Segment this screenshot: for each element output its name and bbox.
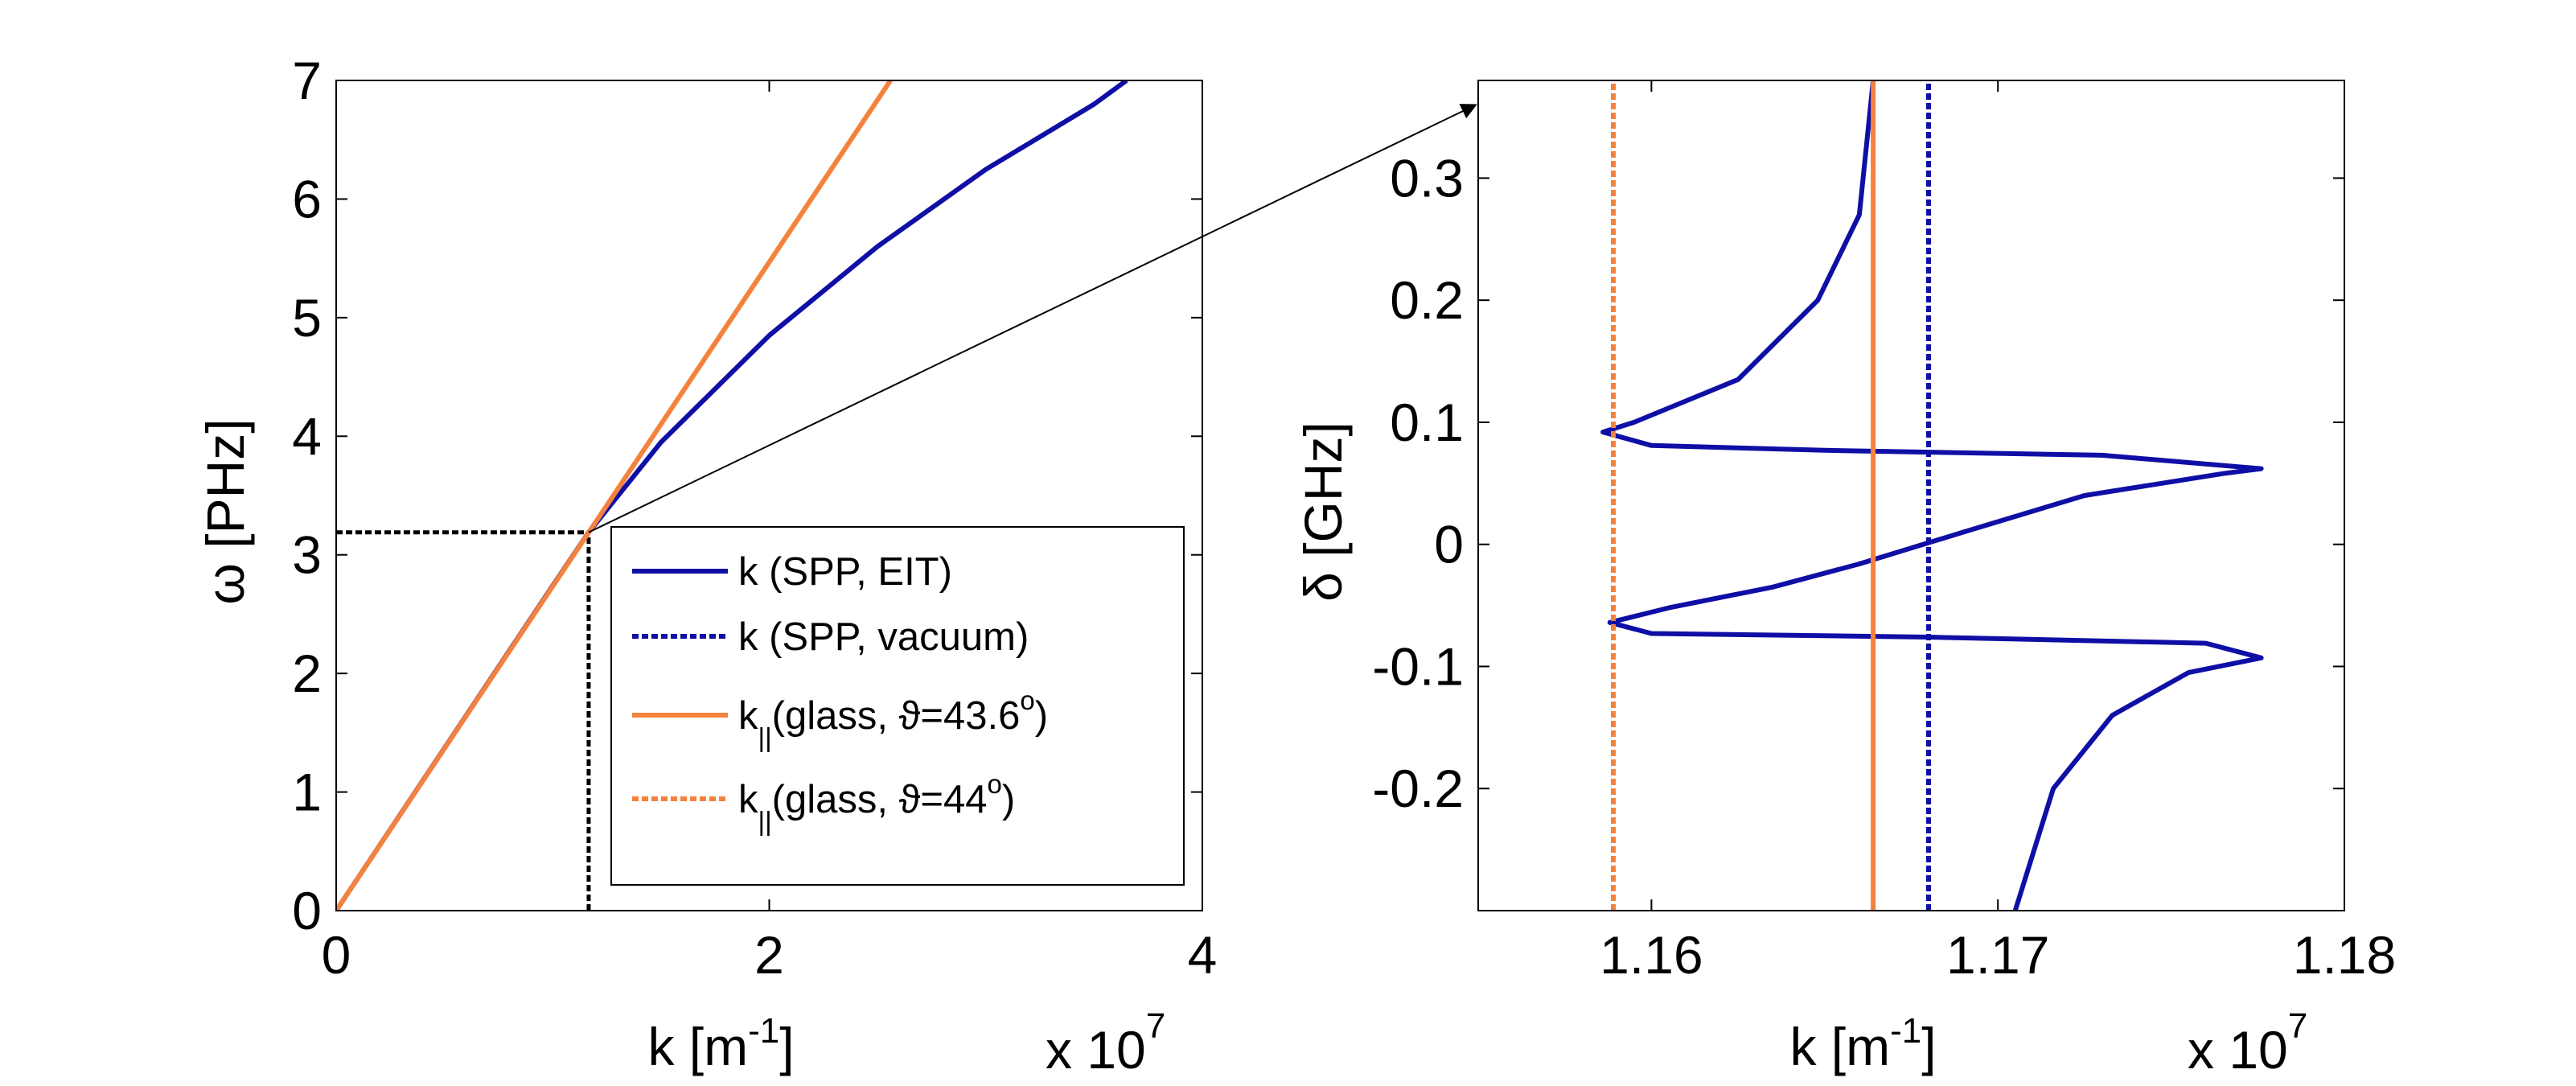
legend-label-superscript: o — [988, 769, 1002, 799]
x-scale-label: x 107 — [2188, 1006, 2307, 1080]
legend-label-superscript: o — [1020, 685, 1034, 715]
plot-frame — [1477, 80, 2345, 911]
right-chart-detuning: 1.16 1.17 1.18 -0.2 -0.1 0 0.1 0.2 0.3 k [m-1] x 1… — [1293, 80, 2396, 1080]
y-tick-label: -0.1 — [1372, 636, 1464, 696]
series-group — [1600, 80, 2264, 911]
legend-label-main: k — [738, 778, 758, 821]
legend-label: k (SPP, vacuum) — [738, 615, 1029, 659]
x-axis-label-main: k [m — [1789, 1017, 1890, 1076]
y-tick-label: 2 — [292, 644, 322, 703]
legend-label-subscript: || — [758, 722, 772, 752]
x-axis-label-main: k [m — [647, 1017, 748, 1076]
x-axis-label-exponent: -1 — [1890, 1011, 1921, 1051]
y-tick-label: 3 — [292, 525, 322, 585]
x-scale-base: x 10 — [2188, 1020, 2288, 1080]
y-tick-label: 0 — [292, 881, 322, 940]
y-tick-label: 5 — [292, 288, 322, 348]
legend-label-tail: (glass, ϑ=44 — [772, 778, 988, 821]
legend-entry: k (SPP, EIT) — [632, 550, 952, 594]
series-group — [336, 80, 1128, 911]
x-axis-label: k [m-1] — [647, 1011, 794, 1076]
zoom-arrow-0 — [588, 104, 1477, 533]
legend-box — [610, 526, 1185, 886]
y-tick-label: -0.2 — [1372, 759, 1464, 818]
x-scale-label: x 107 — [1046, 1006, 1165, 1080]
y-axis-label: δ [GHz] — [1293, 422, 1353, 602]
legend-label: k (SPP, EIT) — [738, 550, 952, 594]
x-tick-label: 1.16 — [1600, 925, 1703, 985]
x-axis-label-close: ] — [1921, 1017, 1936, 1076]
legend-entry: k||(glass, ϑ=43.6o) — [632, 685, 1048, 752]
legend-label: k||(glass, ϑ=43.6o) — [738, 685, 1048, 752]
x-axis-label-exponent: -1 — [748, 1011, 779, 1051]
legend-label-subscript: || — [758, 806, 772, 836]
y-tick-label: 4 — [292, 406, 322, 466]
x-scale-exponent: 7 — [1146, 1006, 1165, 1046]
legend-entry: k (SPP, vacuum) — [632, 615, 1029, 659]
y-tick-label: 0 — [1434, 515, 1464, 574]
y-tick-label: 7 — [292, 51, 322, 110]
y-axis-label: ω [PHz] — [195, 418, 255, 604]
x-tick-label: 2 — [754, 925, 784, 985]
y-tick-label: 0.2 — [1390, 270, 1464, 330]
x-tick-label: 0 — [322, 925, 351, 985]
x-axis-label-close: ] — [779, 1017, 794, 1076]
legend-label: k||(glass, ϑ=44o) — [738, 769, 1015, 836]
y-tick-label: 1 — [292, 763, 322, 822]
legend-entry: k||(glass, ϑ=44o) — [632, 769, 1015, 836]
series-line-0 — [1600, 80, 2264, 911]
legend-label-main: k (SPP, vacuum) — [738, 615, 1029, 659]
x-axis-label: k [m-1] — [1789, 1011, 1936, 1076]
x-tick-label: 1.17 — [1946, 925, 2049, 985]
legend: k (SPP, EIT)k (SPP, vacuum)k||(glass, ϑ=… — [610, 526, 1185, 886]
legend-label-main: k (SPP, EIT) — [738, 550, 952, 594]
series-line-1 — [336, 80, 893, 911]
x-scale-base: x 10 — [1046, 1020, 1146, 1080]
y-tick-label: 0.1 — [1390, 393, 1464, 452]
x-scale-exponent: 7 — [2288, 1006, 2307, 1046]
legend-label-main: k — [738, 694, 758, 738]
y-tick-label: 6 — [292, 169, 322, 228]
legend-label-close: ) — [1035, 694, 1048, 738]
y-tick-label: 0.3 — [1390, 148, 1464, 208]
legend-label-tail: (glass, ϑ=43.6 — [772, 694, 1021, 738]
x-tick-label: 4 — [1188, 925, 1218, 985]
zoom-arrow-layer — [588, 104, 1477, 533]
legend-label-close: ) — [1002, 778, 1015, 821]
x-tick-label: 1.18 — [2293, 925, 2396, 985]
